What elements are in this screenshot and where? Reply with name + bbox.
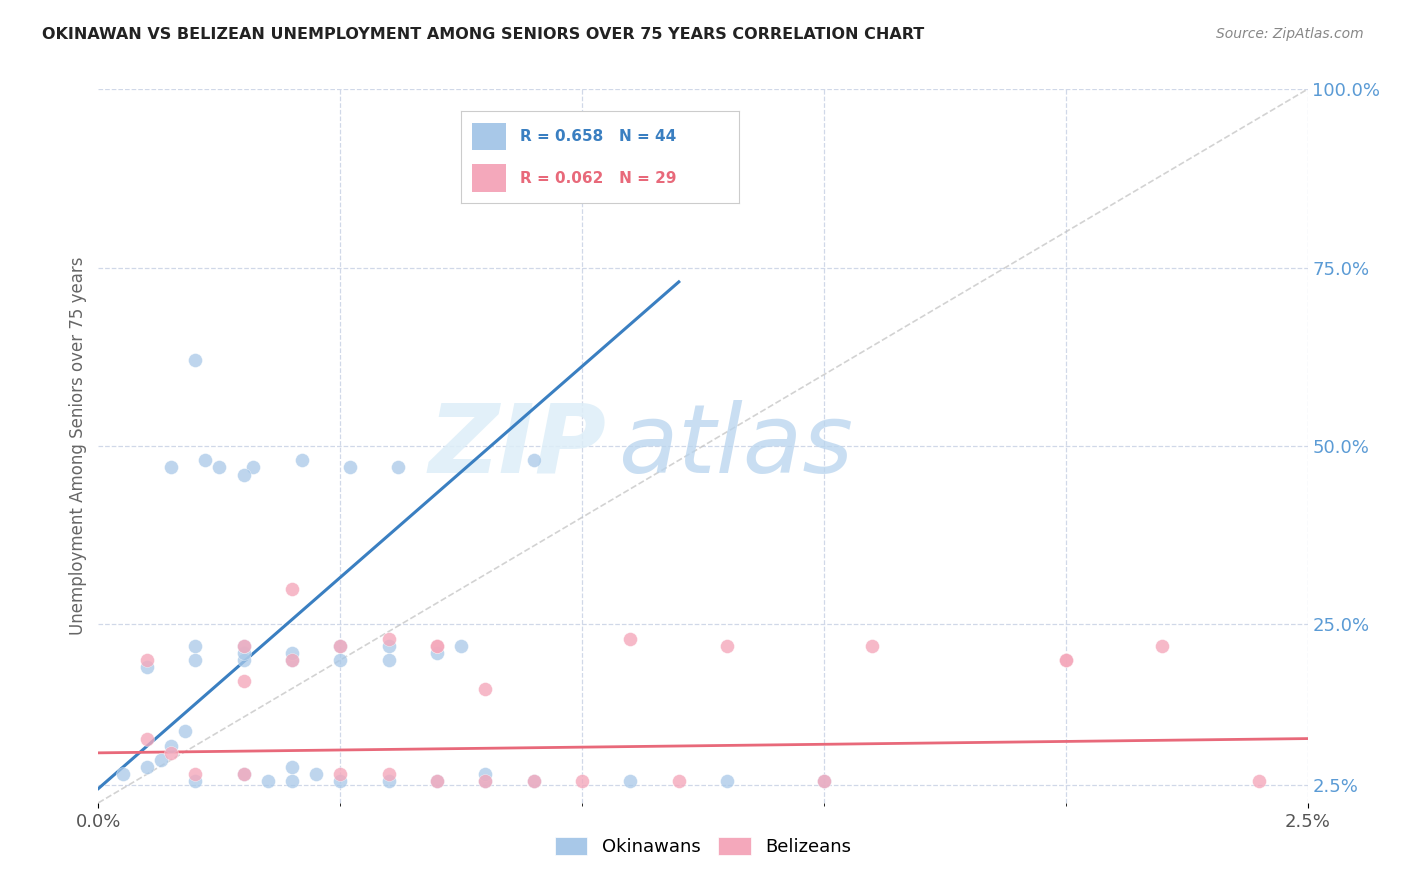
Point (232, 767, 254, 781)
Point (1152, 639, 1174, 653)
Point (426, 774, 449, 789)
Point (232, 639, 254, 653)
Text: Source: ZipAtlas.com: Source: ZipAtlas.com (1216, 27, 1364, 41)
Point (523, 453, 546, 467)
Point (232, 674, 254, 689)
Point (174, 724, 197, 739)
Point (281, 582, 304, 596)
Point (474, 774, 496, 789)
Point (1249, 774, 1271, 789)
Point (426, 646, 449, 660)
Point (329, 774, 352, 789)
Point (135, 760, 157, 774)
Point (329, 767, 352, 781)
Point (619, 774, 641, 789)
Point (1054, 653, 1077, 667)
Text: atlas: atlas (619, 400, 853, 492)
Point (290, 453, 312, 467)
Point (281, 760, 304, 774)
Point (474, 681, 496, 696)
Point (339, 460, 361, 475)
Point (571, 774, 593, 789)
Point (377, 653, 399, 667)
Point (135, 653, 157, 667)
Point (426, 639, 449, 653)
Point (1054, 653, 1077, 667)
Point (111, 767, 134, 781)
Point (256, 774, 278, 789)
Point (377, 632, 399, 646)
Point (184, 767, 207, 781)
Point (242, 460, 264, 475)
Point (668, 774, 690, 789)
Point (377, 639, 399, 653)
Point (135, 660, 157, 674)
Point (305, 767, 328, 781)
Point (184, 353, 207, 368)
Point (184, 653, 207, 667)
Point (160, 746, 183, 760)
Point (387, 460, 409, 475)
Point (329, 653, 352, 667)
Point (860, 639, 883, 653)
Legend: Okinawans, Belizeans: Okinawans, Belizeans (546, 828, 860, 865)
Point (426, 774, 449, 789)
Point (194, 453, 217, 467)
Point (523, 774, 546, 789)
Y-axis label: Unemployment Among Seniors over 75 years: Unemployment Among Seniors over 75 years (69, 257, 87, 635)
Point (232, 639, 254, 653)
Point (160, 739, 183, 753)
Point (329, 639, 352, 653)
Point (281, 653, 304, 667)
Point (716, 639, 738, 653)
Point (619, 632, 641, 646)
Point (813, 774, 835, 789)
Point (329, 639, 352, 653)
Point (232, 653, 254, 667)
Point (426, 639, 449, 653)
Point (208, 460, 231, 475)
Point (716, 774, 738, 789)
Point (281, 646, 304, 660)
Point (281, 653, 304, 667)
Point (232, 467, 254, 482)
Point (813, 774, 835, 789)
Point (377, 767, 399, 781)
Point (150, 753, 173, 767)
Text: OKINAWAN VS BELIZEAN UNEMPLOYMENT AMONG SENIORS OVER 75 YEARS CORRELATION CHART: OKINAWAN VS BELIZEAN UNEMPLOYMENT AMONG … (42, 27, 924, 42)
Point (474, 767, 496, 781)
Point (474, 774, 496, 789)
Point (232, 767, 254, 781)
Point (450, 639, 472, 653)
Point (281, 774, 304, 789)
Point (232, 646, 254, 660)
Point (184, 639, 207, 653)
Point (160, 460, 183, 475)
Point (184, 774, 207, 789)
Text: ZIP: ZIP (429, 400, 606, 492)
Point (523, 774, 546, 789)
Point (135, 731, 157, 746)
Point (377, 774, 399, 789)
